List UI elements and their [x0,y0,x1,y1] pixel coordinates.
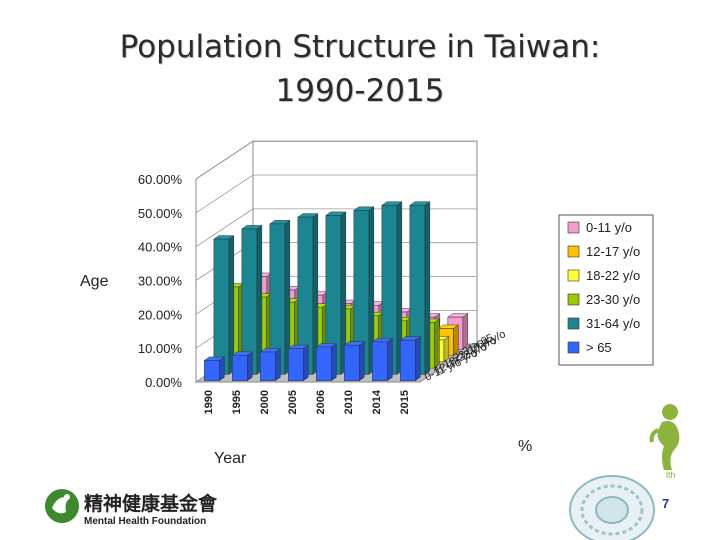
legend-box [558,214,654,366]
legend-label: 12-17 y/o [586,244,640,259]
chart-legend: 0-11 y/o 12-17 y/o 18-22 y/o 23-30 y/o 31-64… [558,214,654,366]
y-tick-label: 30.00% [138,274,183,289]
legend-label: 31-64 y/o [586,316,640,331]
gridline-side [195,140,254,180]
y-tick-label: 50.00% [138,206,183,221]
slide-title-line1: Population Structure in Taiwan: [119,29,601,65]
gridline-side [195,208,254,248]
bar--65-2000 [259,348,282,382]
bar--65-1995 [231,351,254,382]
x-tick-label: 2006 [315,390,327,414]
y-tick-label: 20.00% [138,307,183,322]
gridline-side [195,174,254,214]
bar--65-2005 [287,344,310,382]
bar--65-2010 [343,341,366,382]
x-tick-label: 2014 [371,389,383,414]
x-tick-label: 2005 [287,390,299,414]
depth-axis-title: % [518,438,532,455]
mental-health-foundation-logo: 精神健康基金會 Mental Health Foundation [45,489,218,527]
bar-31-64-y-o-1995 [241,224,263,375]
bar-31-64-y-o-2014 [381,201,403,375]
y-tick-label: 40.00% [138,240,183,255]
x-axis-title: Year [214,450,247,467]
x-tick-label: 2010 [343,390,355,414]
legend-label: 0-11 y/o [586,220,632,235]
x-tick-label: 1995 [231,390,243,414]
y-axis-title: Age [80,273,109,290]
decorative-seal-icon [569,475,655,540]
legend-swatch [567,269,580,282]
x-tick-label: 1990 [203,390,215,414]
legend-swatch [567,221,580,234]
logo-chinese-name: 精神健康基金會 [84,492,218,515]
legend-label: > 65 [586,340,612,355]
legend-label: 18-22 y/o [586,268,640,283]
y-tick-label: 60.00% [138,172,183,187]
bar-31-64-y-o-2000 [269,219,291,375]
page-number: 7 [662,496,670,511]
legend-label: 23-30 y/o [586,292,640,307]
bar--65-2014 [371,337,394,382]
legend-swatch [567,245,580,258]
slide-title-line2: 1990-2015 [275,73,445,109]
bar--65-1990 [203,356,226,382]
bar-31-64-y-o-1990 [213,235,235,375]
x-tick-label: 2015 [399,390,411,414]
bar-31-64-y-o-2010 [353,206,375,375]
bar-31-64-y-o-2015 [409,201,431,375]
bar--65-2006 [315,342,338,382]
mascot-figure-icon: lth [649,404,680,480]
legend-swatch [567,293,580,306]
legend-swatch [567,341,580,354]
y-tick-label: 10.00% [138,341,183,356]
chart-plot-area: 0.00% 10.00% 20.00% 30.00% 40.00% 50.00% 60.00… [80,140,532,467]
corner-text-fragment: lth [666,470,676,480]
logo-english-name: Mental Health Foundation [84,516,206,527]
x-tick-label: 2000 [259,390,271,414]
y-tick-label: 0.00% [145,375,182,390]
bar--65-2015 [399,336,422,382]
legend-swatch [567,317,580,330]
